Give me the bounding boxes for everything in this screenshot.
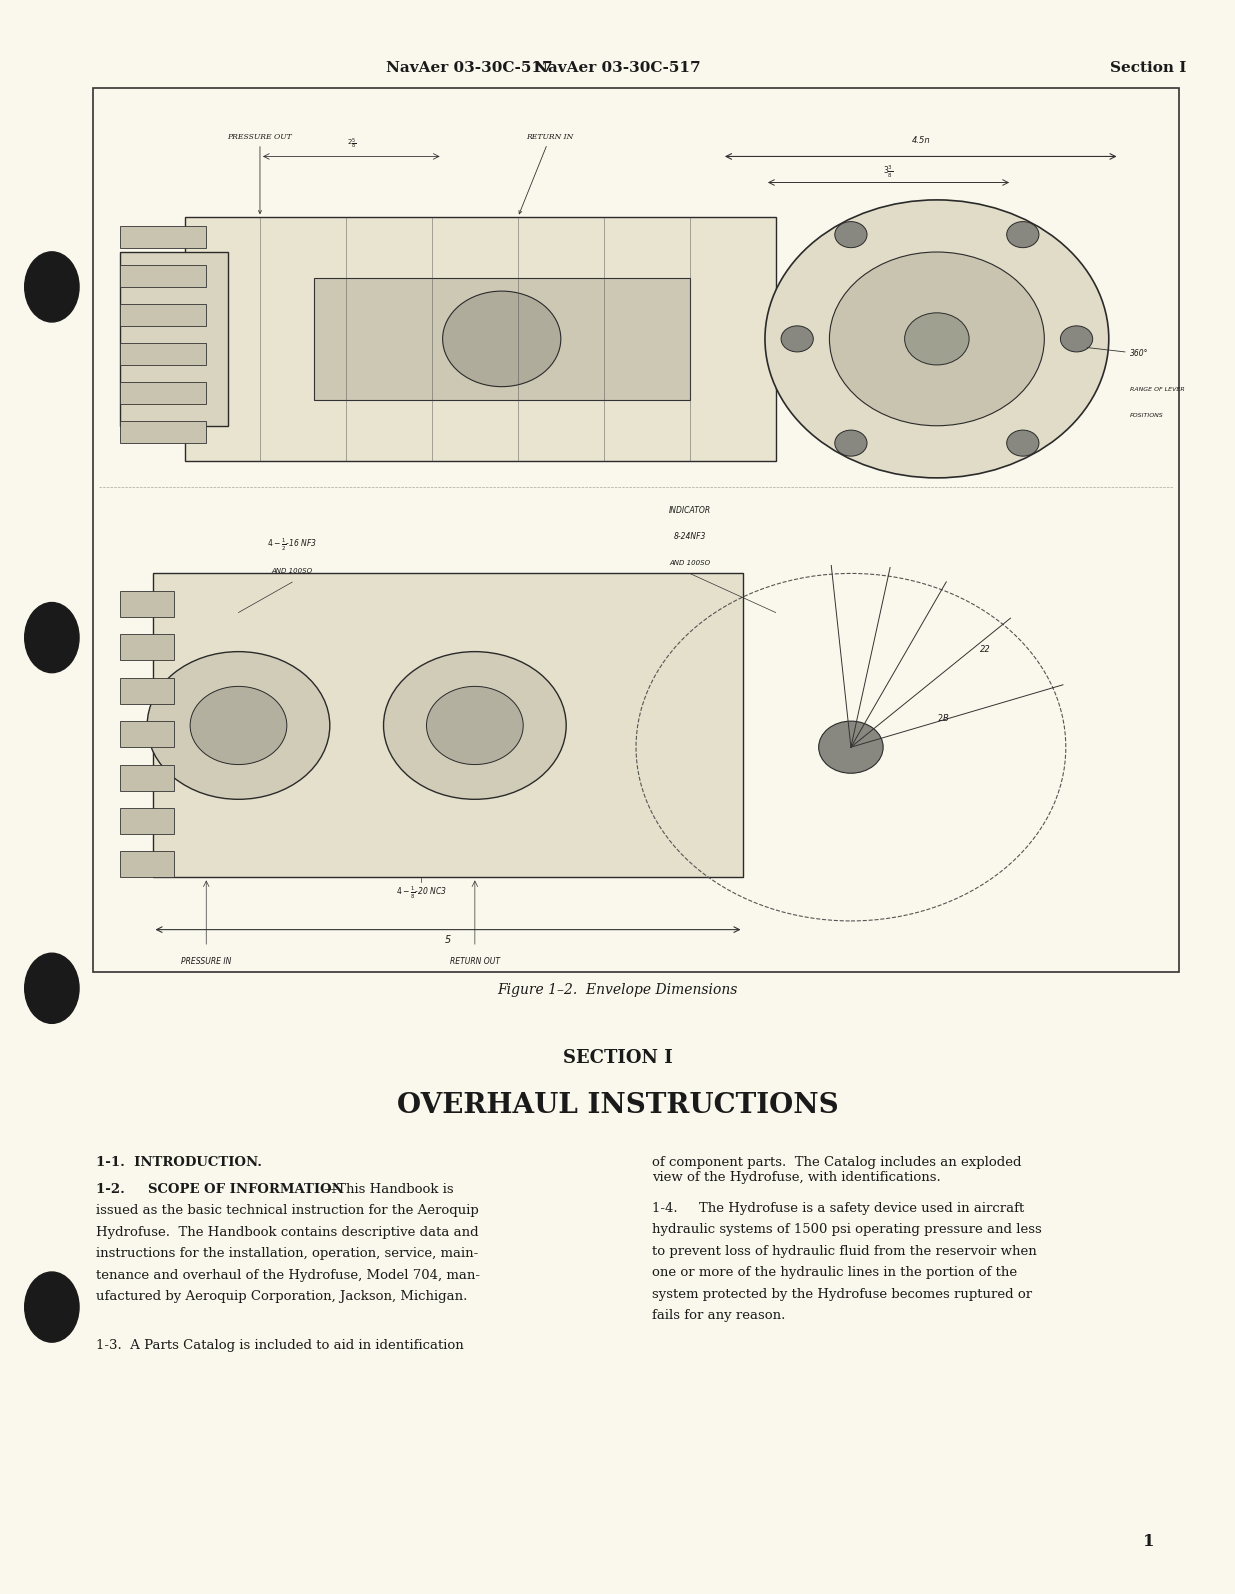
Text: 1-2.: 1-2.	[96, 1183, 135, 1196]
Circle shape	[904, 312, 969, 365]
Text: NavAer 03-30C-517: NavAer 03-30C-517	[387, 61, 552, 75]
Circle shape	[819, 720, 883, 773]
Bar	[120, 765, 174, 791]
Text: SECTION I: SECTION I	[563, 1049, 672, 1066]
Text: $4-\frac{1}{8}$-20 NC3: $4-\frac{1}{8}$-20 NC3	[395, 885, 447, 901]
Circle shape	[830, 252, 1045, 426]
Circle shape	[25, 603, 79, 673]
Bar	[120, 634, 174, 660]
Text: OVERHAUL INSTRUCTIONS: OVERHAUL INSTRUCTIONS	[396, 1092, 839, 1119]
Text: $2B$: $2B$	[937, 713, 950, 724]
Text: Section I: Section I	[1110, 61, 1187, 75]
Bar	[120, 720, 174, 748]
Bar	[120, 343, 206, 365]
Bar	[120, 265, 206, 287]
Text: AND 100SO: AND 100SO	[669, 559, 710, 566]
FancyBboxPatch shape	[93, 88, 1179, 972]
Circle shape	[147, 652, 330, 799]
Text: 360°: 360°	[1130, 349, 1149, 359]
Text: RETURN OUT: RETURN OUT	[450, 958, 500, 966]
Text: AND 100SO: AND 100SO	[272, 569, 312, 574]
Text: $2\frac{5}{8}$: $2\frac{5}{8}$	[347, 137, 356, 151]
Text: 8-24NF3: 8-24NF3	[673, 532, 706, 540]
Text: PRESSURE OUT: PRESSURE OUT	[227, 132, 293, 214]
Text: Figure 1–2.  Envelope Dimensions: Figure 1–2. Envelope Dimensions	[498, 983, 737, 998]
FancyBboxPatch shape	[185, 217, 776, 461]
Text: 4.5n: 4.5n	[911, 137, 930, 145]
Text: ufactured by Aeroquip Corporation, Jackson, Michigan.: ufactured by Aeroquip Corporation, Jacks…	[96, 1291, 468, 1304]
Circle shape	[1061, 325, 1093, 352]
Circle shape	[25, 1272, 79, 1342]
Text: INDICATOR: INDICATOR	[668, 505, 711, 515]
Text: PRESSURE IN: PRESSURE IN	[182, 958, 231, 966]
Text: hydraulic systems of 1500 psi operating pressure and less: hydraulic systems of 1500 psi operating …	[652, 1224, 1042, 1237]
Circle shape	[25, 953, 79, 1023]
Circle shape	[781, 325, 814, 352]
Circle shape	[1007, 430, 1039, 456]
Bar	[120, 851, 174, 878]
Circle shape	[25, 252, 79, 322]
Text: of component parts.  The Catalog includes an exploded
view of the Hydrofuse, wit: of component parts. The Catalog includes…	[652, 1156, 1021, 1184]
Text: —This Handbook is: —This Handbook is	[324, 1183, 453, 1196]
Circle shape	[190, 687, 287, 765]
Text: 1-1.  INTRODUCTION.: 1-1. INTRODUCTION.	[96, 1156, 262, 1168]
Text: instructions for the installation, operation, service, main-: instructions for the installation, opera…	[96, 1247, 479, 1261]
Circle shape	[384, 652, 566, 799]
Text: 1-4.: 1-4.	[652, 1202, 687, 1215]
Text: RETURN IN: RETURN IN	[519, 132, 574, 214]
FancyBboxPatch shape	[120, 252, 227, 426]
Text: 5: 5	[445, 934, 451, 945]
Bar	[120, 591, 174, 617]
Text: 22: 22	[979, 644, 990, 654]
Bar	[120, 226, 206, 247]
Text: tenance and overhaul of the Hydrofuse, Model 704, man-: tenance and overhaul of the Hydrofuse, M…	[96, 1269, 480, 1282]
Text: to prevent loss of hydraulic fluid from the reservoir when: to prevent loss of hydraulic fluid from …	[652, 1245, 1037, 1258]
Circle shape	[835, 222, 867, 247]
Text: system protected by the Hydrofuse becomes ruptured or: system protected by the Hydrofuse become…	[652, 1288, 1032, 1301]
Text: $3\frac{3}{8}$: $3\frac{3}{8}$	[883, 164, 894, 180]
Circle shape	[835, 430, 867, 456]
Bar	[120, 304, 206, 325]
Text: 1-3.  A Parts Catalog is included to aid in identification: 1-3. A Parts Catalog is included to aid …	[96, 1339, 464, 1352]
Bar	[120, 808, 174, 834]
Text: issued as the basic technical instruction for the Aeroquip: issued as the basic technical instructio…	[96, 1205, 479, 1218]
Text: SCOPE OF INFORMATION: SCOPE OF INFORMATION	[148, 1183, 345, 1196]
Circle shape	[426, 687, 524, 765]
Text: RANGE OF LEVER: RANGE OF LEVER	[1130, 387, 1186, 392]
FancyBboxPatch shape	[314, 277, 689, 400]
Circle shape	[1007, 222, 1039, 247]
Text: POSITIONS: POSITIONS	[1130, 413, 1165, 418]
FancyBboxPatch shape	[153, 574, 743, 878]
Text: 1: 1	[1142, 1533, 1155, 1551]
Text: fails for any reason.: fails for any reason.	[652, 1310, 785, 1323]
Text: NavAer 03-30C-517: NavAer 03-30C-517	[535, 61, 700, 75]
Text: $4-\frac{1}{2}$-16 NF3: $4-\frac{1}{2}$-16 NF3	[267, 537, 317, 553]
Text: Hydrofuse.  The Handbook contains descriptive data and: Hydrofuse. The Handbook contains descrip…	[96, 1226, 479, 1239]
Circle shape	[442, 292, 561, 387]
Text: one or more of the hydraulic lines in the portion of the: one or more of the hydraulic lines in th…	[652, 1266, 1018, 1280]
Text: The Hydrofuse is a safety device used in aircraft: The Hydrofuse is a safety device used in…	[699, 1202, 1024, 1215]
Bar	[120, 383, 206, 403]
Circle shape	[764, 199, 1109, 478]
Bar	[120, 677, 174, 705]
Bar	[120, 421, 206, 443]
